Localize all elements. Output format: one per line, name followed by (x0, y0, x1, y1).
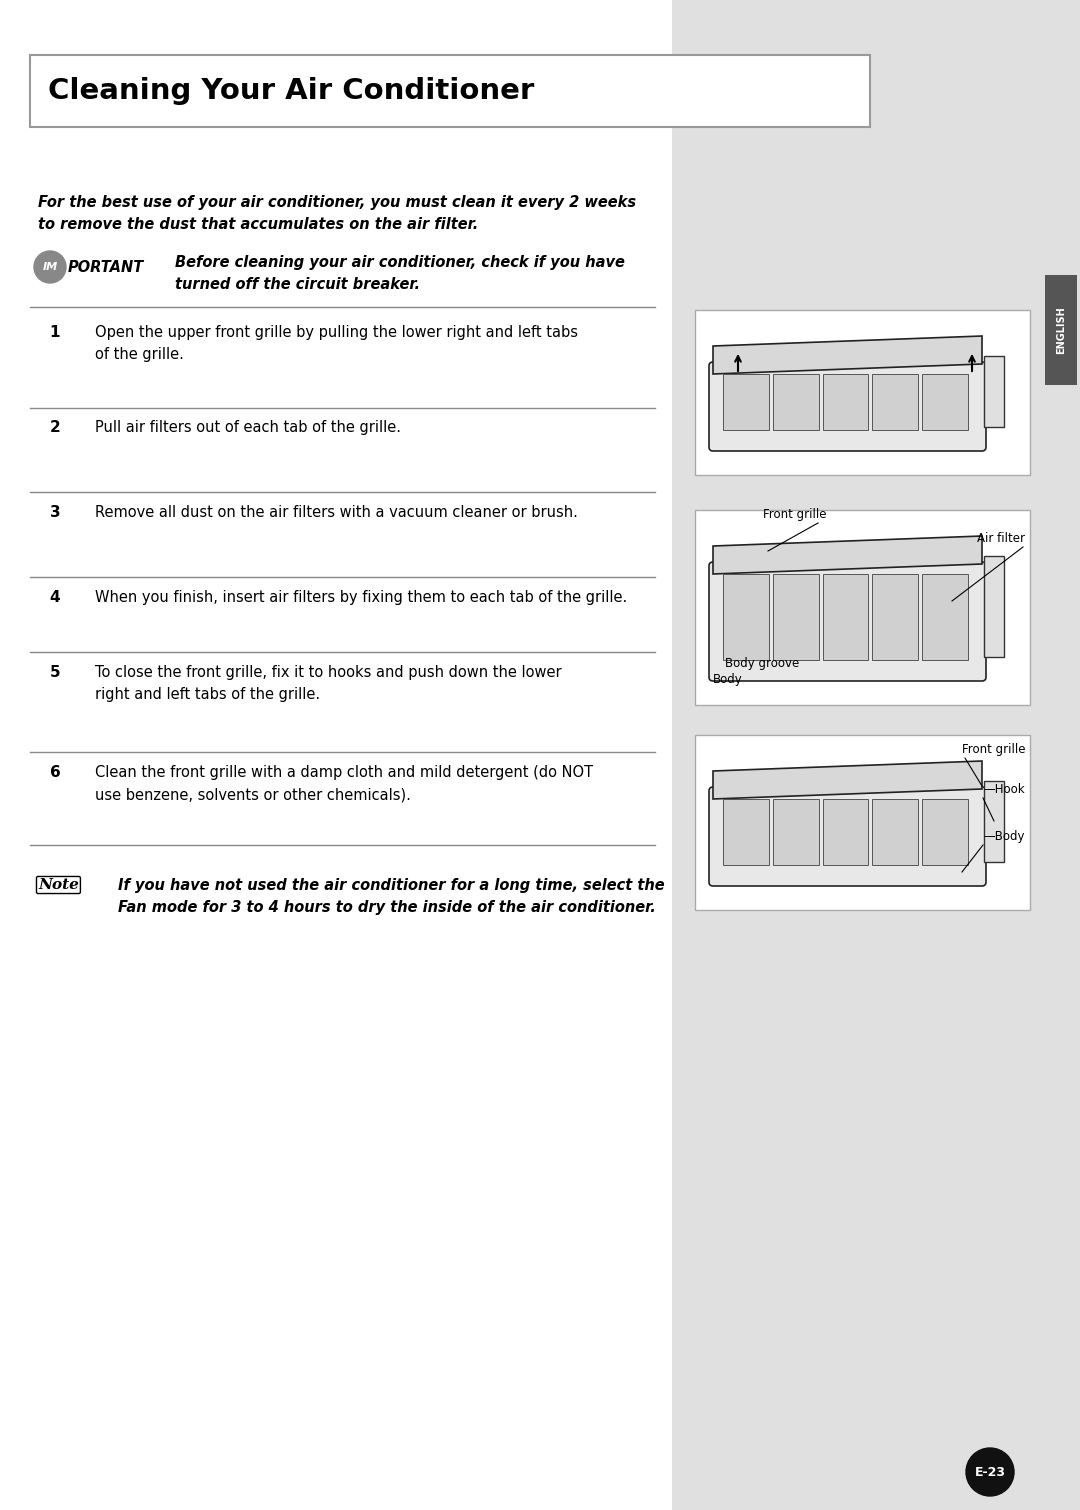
Text: Clean the front grille with a damp cloth and mild detergent (do NOT: Clean the front grille with a damp cloth… (95, 766, 593, 781)
Text: Pull air filters out of each tab of the grille.: Pull air filters out of each tab of the … (95, 420, 401, 435)
Polygon shape (713, 536, 982, 574)
Bar (773, 374, 819, 430)
Text: 2: 2 (50, 420, 60, 435)
Text: —Hook: —Hook (984, 784, 1025, 796)
Text: PORTANT: PORTANT (68, 260, 145, 275)
Bar (0, 0, 672, 1510)
Text: To close the front grille, fix it to hooks and push down the lower: To close the front grille, fix it to hoo… (95, 664, 562, 680)
Text: Remove all dust on the air filters with a vacuum cleaner or brush.: Remove all dust on the air filters with … (95, 504, 578, 519)
Text: use benzene, solvents or other chemicals).: use benzene, solvents or other chemicals… (95, 787, 410, 802)
Text: When you finish, insert air filters by fixing them to each tab of the grille.: When you finish, insert air filters by f… (95, 590, 627, 606)
Text: right and left tabs of the grille.: right and left tabs of the grille. (95, 687, 320, 702)
Bar (723, 799, 769, 865)
FancyBboxPatch shape (708, 787, 986, 886)
Text: 5: 5 (50, 664, 60, 680)
Text: ENGLISH: ENGLISH (1056, 307, 1066, 353)
Bar (696, 510, 1030, 705)
Bar (984, 781, 1004, 862)
Bar (696, 310, 1030, 476)
Text: Air filter: Air filter (977, 532, 1025, 545)
Text: to remove the dust that accumulates on the air filter.: to remove the dust that accumulates on t… (38, 217, 478, 233)
Circle shape (966, 1448, 1014, 1496)
Text: Body: Body (713, 673, 743, 686)
Text: IM: IM (42, 263, 57, 272)
Text: of the grille.: of the grille. (95, 347, 184, 362)
Bar (823, 799, 868, 865)
Text: For the best use of your air conditioner, you must clean it every 2 weeks: For the best use of your air conditioner… (38, 195, 636, 210)
Text: —Body: —Body (984, 831, 1025, 843)
Bar (984, 356, 1004, 427)
Text: Open the upper front grille by pulling the lower right and left tabs: Open the upper front grille by pulling t… (95, 325, 578, 340)
Bar (773, 574, 819, 660)
Bar (873, 574, 918, 660)
Polygon shape (713, 337, 982, 374)
Bar (922, 374, 968, 430)
FancyBboxPatch shape (708, 362, 986, 451)
Text: E-23: E-23 (974, 1466, 1005, 1478)
Text: Note: Note (38, 877, 79, 892)
Text: 4: 4 (50, 590, 60, 606)
Bar (1045, 275, 1077, 385)
Bar (823, 374, 868, 430)
Bar (922, 799, 968, 865)
Bar (773, 799, 819, 865)
Bar (723, 374, 769, 430)
Bar (922, 574, 968, 660)
Bar (30, 54, 870, 127)
Text: 3: 3 (50, 504, 60, 519)
Text: turned off the circuit breaker.: turned off the circuit breaker. (175, 276, 420, 291)
Polygon shape (713, 761, 982, 799)
Bar (873, 799, 918, 865)
Text: 1: 1 (50, 325, 60, 340)
Bar (984, 556, 1004, 657)
Text: Front grille: Front grille (762, 507, 826, 521)
Text: 6: 6 (50, 766, 60, 781)
Text: Before cleaning your air conditioner, check if you have: Before cleaning your air conditioner, ch… (175, 255, 625, 270)
Text: If you have not used the air conditioner for a long time, select the: If you have not used the air conditioner… (118, 877, 664, 892)
FancyBboxPatch shape (708, 562, 986, 681)
Bar (696, 735, 1030, 911)
Text: Cleaning Your Air Conditioner: Cleaning Your Air Conditioner (48, 77, 535, 106)
Bar (823, 574, 868, 660)
Text: Front grille: Front grille (961, 743, 1025, 757)
Text: Body groove: Body groove (725, 657, 799, 670)
Text: Fan mode for 3 to 4 hours to dry the inside of the air conditioner.: Fan mode for 3 to 4 hours to dry the ins… (118, 900, 656, 915)
Circle shape (33, 251, 66, 282)
Bar (873, 374, 918, 430)
Bar (723, 574, 769, 660)
